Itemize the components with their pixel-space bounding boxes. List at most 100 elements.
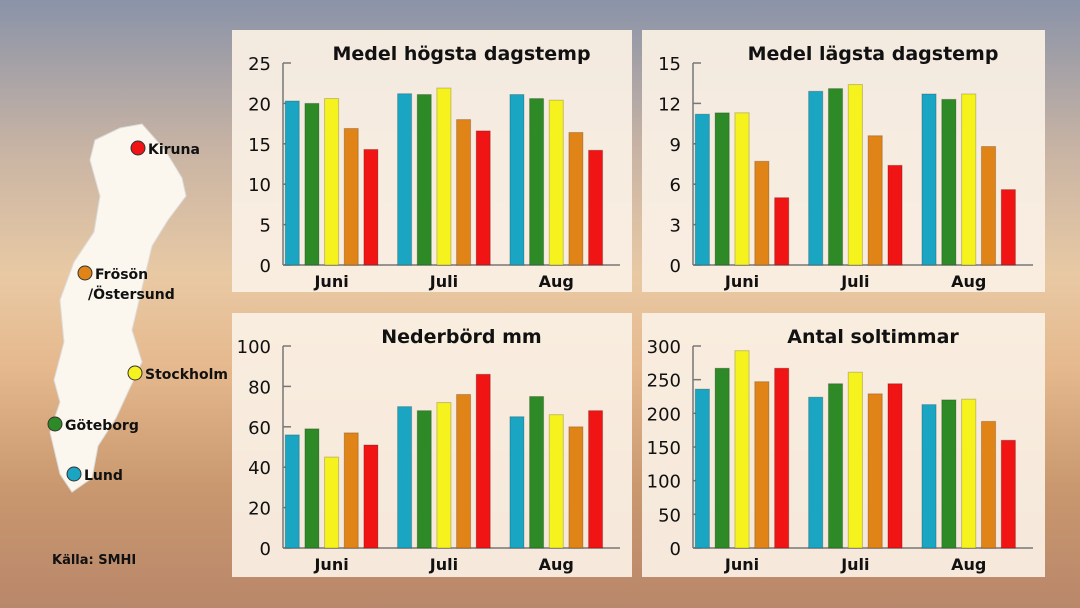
y-tick-label: 5 bbox=[260, 216, 271, 237]
y-tick-label: 10 bbox=[248, 175, 271, 196]
bar-göteborg bbox=[304, 102, 320, 266]
bar-frösönöstersund bbox=[980, 145, 997, 266]
bar-kiruna bbox=[475, 130, 491, 266]
city-marker bbox=[77, 265, 93, 281]
city-marker bbox=[127, 365, 143, 381]
bar-stockholm bbox=[734, 350, 750, 549]
x-tick-label: Aug bbox=[539, 272, 574, 291]
bar-kiruna bbox=[1000, 439, 1016, 549]
bar-frösönöstersund bbox=[754, 381, 770, 549]
bar-kiruna bbox=[774, 197, 790, 266]
bar-göteborg bbox=[304, 428, 320, 549]
chart-title: Medel lägsta dagstemp bbox=[748, 43, 999, 65]
bar-lund bbox=[694, 388, 710, 549]
y-tick-label: 200 bbox=[647, 404, 681, 425]
chart-sunshine-hours: Antal soltimmar 0 50 100 150 200 250 300 Juni Jul… bbox=[642, 313, 1045, 577]
bar-stockholm bbox=[548, 414, 564, 549]
y-tick-label: 40 bbox=[248, 458, 271, 479]
x-tick-label: Juli bbox=[429, 272, 458, 291]
chart-max-temp: Medel högsta dagstemp 0 5 10 15 20 25 Juni Juli A… bbox=[232, 30, 632, 292]
x-tick-label: Juli bbox=[429, 555, 458, 574]
x-tick-label: Juni bbox=[724, 272, 759, 291]
bar-frösönöstersund bbox=[754, 160, 770, 266]
y-tick-label: 100 bbox=[237, 337, 271, 358]
y-tick-label: 15 bbox=[658, 54, 681, 75]
bar-frösönöstersund bbox=[456, 393, 472, 549]
bar-lund bbox=[397, 93, 413, 266]
y-tick-label: 15 bbox=[248, 135, 271, 156]
bar-kiruna bbox=[475, 373, 491, 549]
y-tick-label: 0 bbox=[260, 256, 271, 277]
x-tick-label: Juli bbox=[840, 272, 869, 291]
chart-title: Medel högsta dagstemp bbox=[332, 43, 590, 65]
city-label: Kiruna bbox=[148, 142, 200, 158]
y-tick-label: 60 bbox=[248, 418, 271, 439]
y-tick-label: 150 bbox=[647, 438, 681, 459]
bar-stockholm bbox=[436, 87, 452, 266]
bar-lund bbox=[509, 94, 525, 266]
city-label: Lund bbox=[84, 468, 123, 484]
city-label: Frösön bbox=[95, 267, 148, 283]
bar-frösönöstersund bbox=[456, 119, 472, 266]
bar-göteborg bbox=[416, 94, 432, 266]
bar-lund bbox=[921, 93, 937, 266]
y-tick-label: 50 bbox=[658, 505, 681, 526]
y-tick-label: 0 bbox=[670, 539, 681, 560]
y-tick-label: 20 bbox=[248, 499, 271, 520]
x-tick-label: Juni bbox=[724, 555, 759, 574]
y-tick-label: 250 bbox=[647, 371, 681, 392]
y-tick-label: 300 bbox=[647, 337, 681, 358]
bar-göteborg bbox=[827, 383, 844, 549]
bar-stockholm bbox=[324, 456, 340, 549]
sweden-shape bbox=[49, 123, 187, 493]
bar-göteborg bbox=[941, 98, 957, 266]
bar-kiruna bbox=[363, 148, 379, 266]
bar-göteborg bbox=[827, 88, 844, 266]
bar-stockholm bbox=[436, 402, 452, 549]
city-label: Stockholm bbox=[145, 367, 228, 383]
y-tick-label: 0 bbox=[260, 539, 271, 560]
x-tick-label: Juli bbox=[840, 555, 869, 574]
y-tick-label: 80 bbox=[248, 377, 271, 398]
bar-lund bbox=[808, 396, 824, 549]
y-tick-label: 9 bbox=[670, 135, 681, 156]
bar-göteborg bbox=[714, 112, 730, 266]
bar-lund bbox=[694, 113, 710, 266]
bar-frösönöstersund bbox=[343, 432, 359, 549]
chart-precipitation: Nederbörd mm 0 20 40 60 80 100 Juni Juli Aug bbox=[232, 313, 632, 577]
bar-stockholm bbox=[324, 98, 340, 266]
city-label: /Östersund bbox=[88, 285, 175, 303]
bar-stockholm bbox=[961, 93, 977, 266]
bar-kiruna bbox=[774, 367, 790, 549]
bar-stockholm bbox=[847, 371, 863, 549]
bar-göteborg bbox=[714, 367, 730, 549]
y-tick-label: 25 bbox=[248, 54, 271, 75]
bar-lund bbox=[509, 416, 525, 549]
y-tick-label: 3 bbox=[670, 216, 681, 237]
y-tick-label: 20 bbox=[248, 94, 271, 115]
x-tick-label: Juni bbox=[313, 555, 348, 574]
y-tick-label: 12 bbox=[658, 94, 681, 115]
bar-kiruna bbox=[363, 444, 379, 549]
source-label: Källa: SMHI bbox=[52, 553, 137, 568]
chart-min-temp: Medel lägsta dagstemp 0 3 6 9 12 15 Juni Juli Aug bbox=[642, 30, 1045, 292]
bar-frösönöstersund bbox=[568, 131, 584, 266]
bar-kiruna bbox=[588, 149, 604, 266]
city-label: Göteborg bbox=[65, 418, 139, 434]
x-tick-label: Aug bbox=[951, 555, 986, 574]
bar-stockholm bbox=[847, 84, 863, 266]
sweden-map: Kiruna Frösön/Östersund Stockholm Göteborg L… bbox=[47, 123, 228, 493]
x-tick-label: Aug bbox=[539, 555, 574, 574]
bar-stockholm bbox=[734, 112, 750, 266]
bar-kiruna bbox=[887, 383, 903, 549]
bar-frösönöstersund bbox=[343, 127, 359, 266]
chart-title: Antal soltimmar bbox=[787, 326, 959, 348]
chart-title: Nederbörd mm bbox=[381, 326, 541, 348]
bar-stockholm bbox=[548, 99, 564, 266]
bar-kiruna bbox=[588, 410, 604, 549]
bar-frösönöstersund bbox=[980, 420, 997, 549]
bar-lund bbox=[808, 90, 824, 266]
city-marker bbox=[66, 466, 82, 482]
bar-kiruna bbox=[1000, 189, 1016, 266]
bar-lund bbox=[284, 434, 300, 549]
